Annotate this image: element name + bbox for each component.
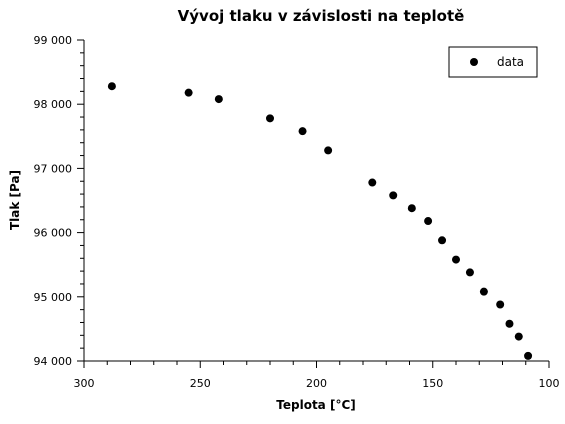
plot-area — [83, 40, 549, 362]
x-tick-label: 150 — [422, 377, 443, 390]
legend-marker-data — [470, 58, 478, 66]
y-axis-ticks: 94 000 95 000 96 000 97 000 98 000 99 000 — [34, 34, 84, 368]
data-point — [107, 82, 116, 91]
data-point — [214, 95, 223, 104]
data-point — [496, 300, 505, 309]
data-point — [514, 332, 523, 341]
y-tick-label: 96 000 — [34, 227, 73, 240]
chart-title: Vývoj tlaku v závislosti na teplotě — [178, 7, 465, 25]
x-axis-ticks: 300 250 200 150 100 — [74, 361, 560, 390]
legend-box — [448, 46, 538, 78]
legend: data — [448, 46, 538, 78]
data-point — [389, 191, 398, 200]
y-tick-label: 99 000 — [34, 34, 73, 47]
legend-entry-data: data — [497, 55, 524, 69]
data-point — [266, 114, 274, 123]
y-tick-label: 94 000 — [34, 355, 73, 368]
data-point — [505, 319, 514, 328]
data-point — [324, 146, 333, 155]
data-point — [479, 287, 488, 296]
data-point — [184, 88, 193, 97]
data-point — [424, 217, 433, 226]
data-point — [368, 178, 377, 187]
data-point — [438, 236, 447, 245]
data-point — [524, 351, 533, 360]
y-tick-label: 98 000 — [34, 98, 73, 111]
data-point — [465, 268, 474, 277]
y-tick-label: 95 000 — [34, 291, 73, 304]
y-tick-label: 97 000 — [34, 162, 73, 175]
data-point — [407, 204, 416, 213]
y-axis-label: Tlak [Pa] — [8, 170, 22, 230]
x-tick-label: 300 — [74, 377, 95, 390]
data-point — [298, 127, 307, 136]
x-axis-label: Teplota [°C] — [276, 398, 355, 412]
x-tick-label: 100 — [539, 377, 560, 390]
data-points — [107, 82, 533, 360]
x-tick-label: 200 — [306, 377, 327, 390]
data-point — [452, 255, 460, 264]
x-tick-label: 250 — [190, 377, 211, 390]
